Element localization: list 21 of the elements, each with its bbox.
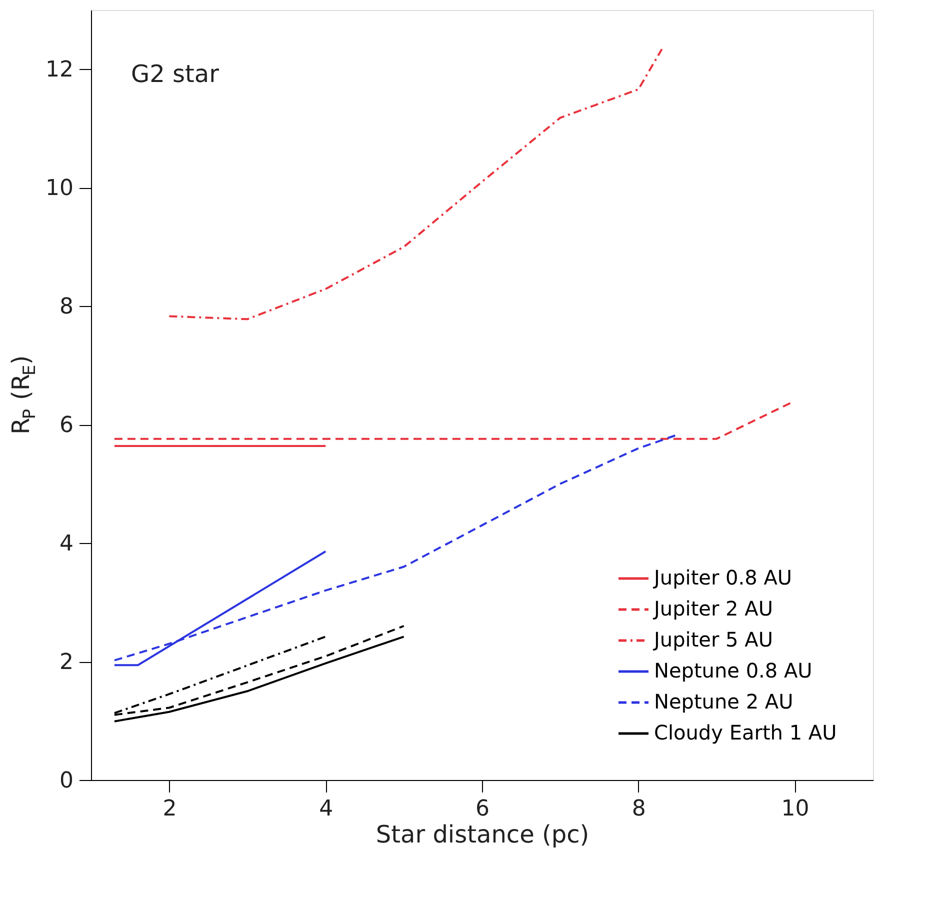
legend-label: Jupiter 0.8 AU bbox=[652, 566, 792, 590]
legend-label: Cloudy Earth 1 AU bbox=[654, 720, 837, 744]
y-tick-label: 8 bbox=[60, 294, 74, 320]
legend-label: Neptune 2 AU bbox=[654, 690, 794, 714]
y-tick-label: 10 bbox=[46, 176, 74, 202]
y-tick-label: 2 bbox=[60, 650, 74, 676]
x-tick-label: 10 bbox=[781, 796, 810, 822]
y-tick-label: 6 bbox=[60, 413, 74, 438]
x-tick-label: 2 bbox=[162, 796, 177, 822]
x-tick-label: 8 bbox=[632, 796, 646, 822]
x-tick-label: 4 bbox=[319, 796, 334, 822]
legend-label: Neptune 0.8 AU bbox=[654, 658, 812, 682]
legend-label: Jupiter 5 AU bbox=[652, 628, 773, 652]
y-tick-label: 4 bbox=[60, 532, 74, 557]
legend-label: Jupiter 2 AU bbox=[652, 596, 773, 620]
y-axis-title: RP (RE) bbox=[7, 355, 40, 434]
x-tick-label: 6 bbox=[476, 796, 490, 822]
y-tick-label: 12 bbox=[46, 58, 74, 83]
annotation: G2 star bbox=[131, 60, 220, 88]
x-axis-title: Star distance (pc) bbox=[376, 820, 590, 848]
y-tick-label: 0 bbox=[60, 768, 74, 794]
